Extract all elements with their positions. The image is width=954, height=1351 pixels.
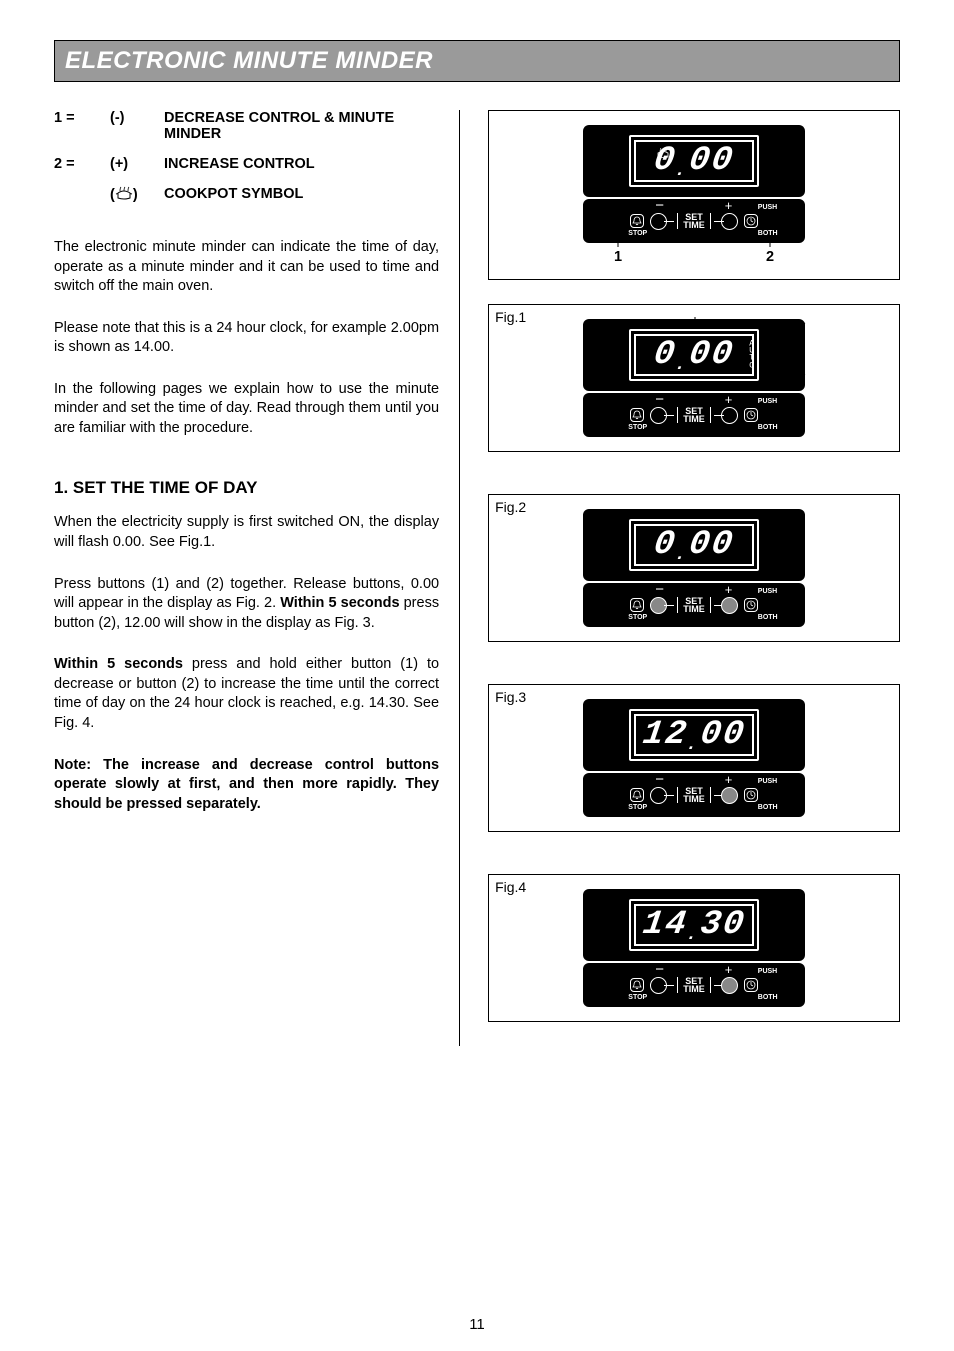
right-column: 0.00 — [460, 110, 900, 1046]
figure-label: Fig.1 — [495, 309, 526, 325]
figure-2: Fig.2 0.00 STOP − SETTIME + PUSHBOTH — [488, 494, 900, 642]
plus-button[interactable] — [721, 597, 738, 614]
clock-icon — [744, 408, 758, 422]
minus-icon: − — [655, 197, 664, 214]
bell-icon — [630, 408, 644, 422]
timer-controls: STOP − SETTIME + PUSHBOTH — [583, 583, 805, 627]
clock-icon — [744, 788, 758, 802]
stop-label: STOP — [628, 614, 647, 621]
figure-3: Fig.3 12.00 STOP − SETTIME + PUSHBOTH — [488, 684, 900, 832]
plus-button[interactable] — [721, 407, 738, 424]
clock-icon — [744, 598, 758, 612]
legend-desc: COOKPOT SYMBOL — [164, 186, 439, 204]
bell-icon — [630, 598, 644, 612]
both-label: BOTH — [758, 994, 778, 1001]
body-paragraph: Press buttons (1) and (2) together. Rele… — [54, 575, 439, 634]
legend-key: 2 = — [54, 156, 110, 172]
stop-label: STOP — [628, 424, 647, 431]
legend-symbol: ( ) — [110, 186, 164, 204]
plus-button[interactable] — [721, 977, 738, 994]
set-time-label: SETTIME — [677, 787, 711, 803]
timer-controls: STOP − SETTIME + PUSH BOTH — [583, 393, 805, 437]
lcd-display: 0.00 — [652, 528, 737, 562]
stop-label: STOP — [628, 230, 647, 237]
figure-label: Fig.2 — [495, 499, 526, 515]
clock-icon — [744, 978, 758, 992]
button-numbers: 1 2 — [614, 249, 774, 265]
timer-device: 0.00 AUTO STOP − SETTIME + — [583, 319, 805, 437]
set-time-label: SETTIME — [677, 407, 711, 423]
push-label: PUSH — [758, 778, 777, 785]
legend-symbol: (-) — [110, 110, 164, 142]
both-label: BOTH — [758, 804, 778, 811]
timer-device: 0.00 — [583, 125, 805, 243]
intro-paragraph: The electronic minute minder can indicat… — [54, 238, 439, 297]
body-paragraph: When the electricity supply is first swi… — [54, 513, 439, 552]
figure-main: 0.00 — [488, 110, 900, 280]
cookpot-icon — [115, 186, 133, 204]
push-label: PUSH — [758, 968, 777, 975]
legend-key — [54, 186, 110, 204]
push-label: PUSH — [758, 204, 777, 211]
btn-num-2: 2 — [766, 249, 774, 265]
both-label: BOTH — [758, 424, 778, 431]
clock-icon — [744, 214, 758, 228]
lcd-display: 14.30 — [640, 908, 747, 942]
btn-num-1: 1 — [614, 249, 622, 265]
set-time-label: SETTIME — [677, 213, 711, 229]
legend: 1 = (-) DECREASE CONTROL & MINUTE MINDER… — [54, 110, 439, 204]
timer-device: 14.30 STOP − SETTIME + PUSHBOTH — [583, 889, 805, 1007]
bell-icon — [630, 978, 644, 992]
push-label: PUSH — [758, 398, 777, 405]
plus-button[interactable] — [721, 213, 738, 230]
page-number: 11 — [0, 1316, 954, 1333]
set-time-label: SETTIME — [677, 977, 711, 993]
plus-icon: + — [725, 198, 733, 213]
figure-label: Fig.4 — [495, 879, 526, 895]
note-paragraph: Note: The increase and decrease control … — [54, 756, 439, 815]
timer-device: 12.00 STOP − SETTIME + PUSHBOTH — [583, 699, 805, 817]
push-label: PUSH — [758, 588, 777, 595]
cookpot-icon — [656, 148, 670, 162]
intro-paragraph: In the following pages we explain how to… — [54, 380, 439, 439]
both-label: BOTH — [758, 614, 778, 621]
timer-controls: STOP − SETTIME + — [583, 199, 805, 243]
bell-icon — [630, 214, 644, 228]
lcd-display: 0.00 — [652, 338, 737, 372]
section-header: ELECTRONIC MINUTE MINDER — [54, 40, 900, 82]
figure-1: Fig.1 — [488, 304, 900, 452]
legend-desc: INCREASE CONTROL — [164, 156, 439, 172]
body-paragraph: Within 5 seconds press and hold either b… — [54, 655, 439, 733]
timer-device: 0.00 STOP − SETTIME + PUSHBOTH — [583, 509, 805, 627]
figure-label: Fig.3 — [495, 689, 526, 705]
left-column: 1 = (-) DECREASE CONTROL & MINUTE MINDER… — [54, 110, 460, 1046]
legend-desc: DECREASE CONTROL & MINUTE MINDER — [164, 110, 439, 142]
legend-symbol: (+) — [110, 156, 164, 172]
section-title: 1. SET THE TIME OF DAY — [54, 477, 439, 500]
stop-label: STOP — [628, 804, 647, 811]
set-time-label: SETTIME — [677, 597, 711, 613]
legend-key: 1 = — [54, 110, 110, 142]
figure-4: Fig.4 14.30 STOP − SETTIME + PUSHBOTH — [488, 874, 900, 1022]
timer-controls: STOP − SETTIME + PUSHBOTH — [583, 963, 805, 1007]
both-label: BOTH — [758, 230, 778, 237]
intro-paragraph: Please note that this is a 24 hour clock… — [54, 319, 439, 358]
lcd-display: 12.00 — [640, 718, 747, 752]
stop-label: STOP — [628, 994, 647, 1001]
page-title: ELECTRONIC MINUTE MINDER — [65, 47, 889, 75]
auto-indicator: AUTO — [749, 341, 754, 370]
plus-button[interactable] — [721, 787, 738, 804]
timer-controls: STOP − SETTIME + PUSHBOTH — [583, 773, 805, 817]
bell-icon — [630, 788, 644, 802]
